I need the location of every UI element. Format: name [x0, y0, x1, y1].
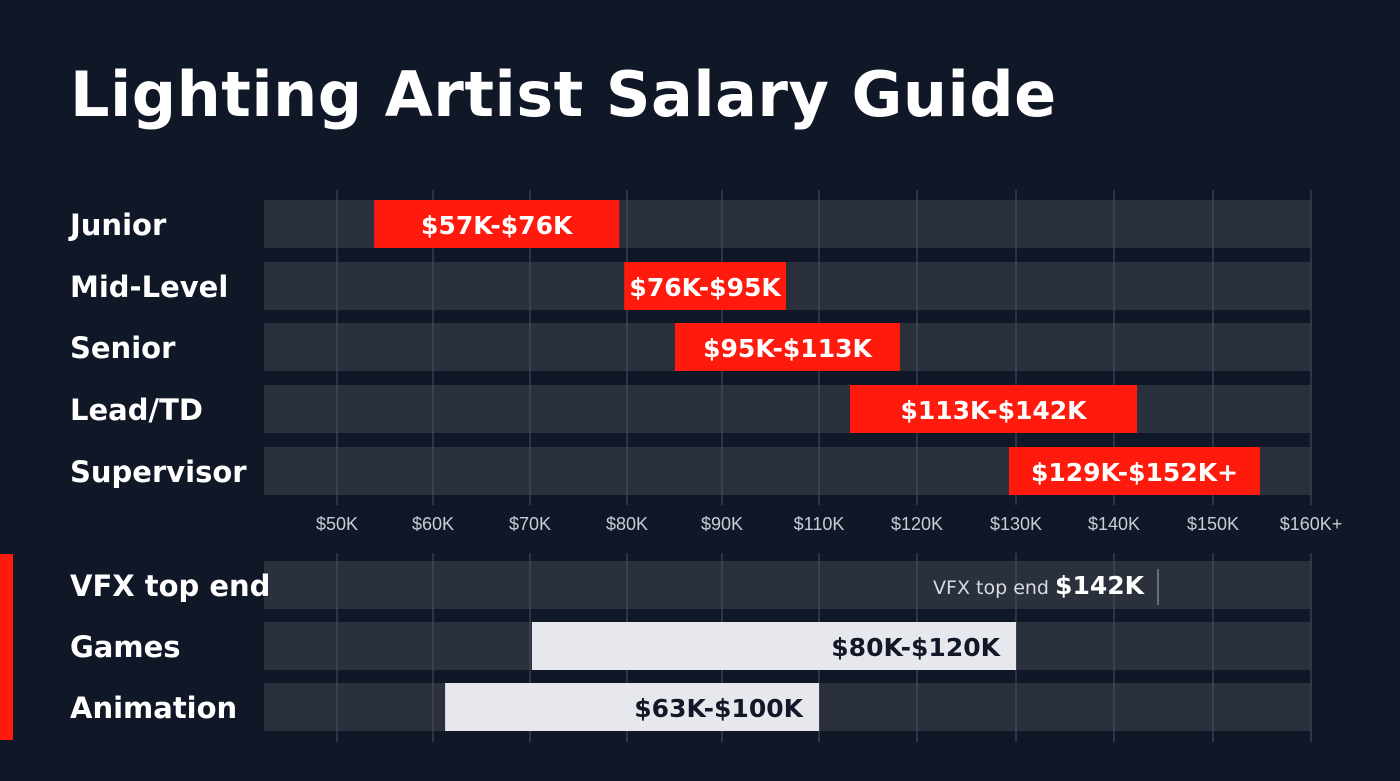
salary-range-label: $80K-$120K — [831, 633, 1001, 662]
x-tick-label: $140K — [1088, 514, 1140, 534]
salary-range-bar — [1009, 447, 1260, 495]
x-tick-label: $90K — [701, 514, 743, 534]
row-label: Animation — [70, 691, 237, 725]
x-tick-label: $150K — [1187, 514, 1239, 534]
x-tick-label: $130K — [990, 514, 1042, 534]
row-label: Lead/TD — [70, 393, 203, 427]
marker-caption: VFX top end — [933, 577, 1055, 599]
row-label: VFX top end — [70, 569, 270, 603]
chart-title: Lighting Artist Salary Guide — [70, 58, 1057, 131]
salary-range-label: $57K-$76K — [421, 211, 574, 240]
row-label: Junior — [68, 208, 167, 242]
marker-value: $142K — [1055, 571, 1146, 600]
row-label: Games — [70, 630, 181, 664]
x-tick-label: $160K+ — [1280, 514, 1343, 534]
salary-range-label: $95K-$113K — [703, 334, 873, 363]
x-tick-label: $110K — [794, 514, 845, 534]
salary-range-bar — [445, 683, 819, 731]
row-track — [264, 561, 1311, 609]
salary-range-bar — [850, 385, 1137, 433]
x-tick-label: $50K — [316, 514, 358, 534]
salary-range-bar — [374, 200, 620, 248]
salary-range-bar — [624, 262, 786, 310]
x-tick-label: $80K — [606, 514, 648, 534]
x-tick-label: $60K — [412, 514, 454, 534]
row-label: Senior — [70, 331, 176, 365]
marker-label: VFX top end $142K — [933, 571, 1146, 600]
salary-range-bar — [675, 323, 900, 371]
salary-range-label: $129K-$152K+ — [1031, 458, 1238, 487]
salary-range-label: $113K-$142K — [900, 396, 1088, 425]
x-tick-label: $120K — [891, 514, 943, 534]
salary-range-label: $63K-$100K — [634, 694, 804, 723]
accent-bar — [0, 554, 13, 740]
row-track — [264, 385, 1311, 433]
row-track — [264, 262, 1311, 310]
row-label: Mid-Level — [70, 270, 228, 304]
salary-range-label: $76K-$95K — [629, 273, 782, 302]
x-tick-label: $70K — [509, 514, 551, 534]
salary-range-bar — [532, 622, 1016, 670]
row-label: Supervisor — [70, 455, 247, 489]
